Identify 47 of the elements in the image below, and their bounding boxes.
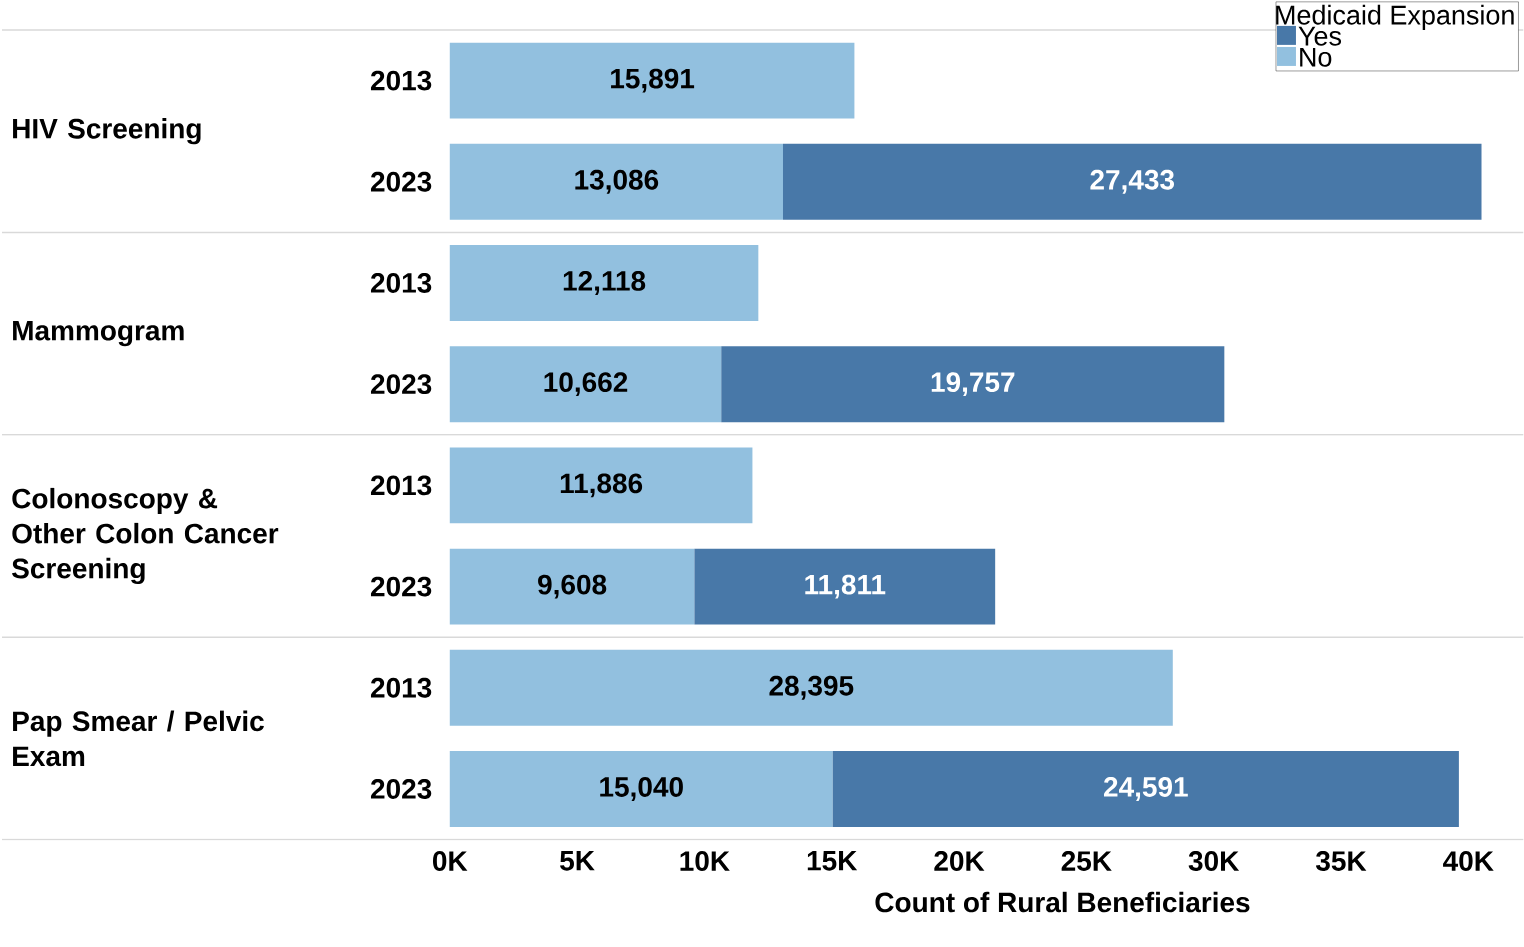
y-tick-label: 2013 bbox=[370, 70, 432, 91]
y-tick-label: 2023 bbox=[370, 576, 432, 597]
y-tick-label: 2023 bbox=[370, 172, 432, 192]
data-label: 19,757 bbox=[931, 372, 1015, 397]
bar bbox=[449, 751, 833, 828]
data-label: 13,086 bbox=[575, 170, 659, 194]
bar bbox=[449, 548, 695, 625]
data-label: 15,040 bbox=[600, 777, 683, 802]
x-tick-label: 10K bbox=[680, 851, 730, 872]
x-tick-label: 40K bbox=[1443, 851, 1494, 872]
y-tick-label: 2013 bbox=[370, 273, 432, 294]
x-tick-label: 20K bbox=[934, 851, 985, 872]
x-tick-label: 25K bbox=[1061, 851, 1112, 872]
x-tick-label: 5K bbox=[560, 851, 595, 871]
text: HIV Screening bbox=[13, 118, 201, 145]
data-label: 15,891 bbox=[611, 68, 695, 93]
x-tick-label: 35K bbox=[1315, 851, 1367, 872]
data-label: 9,608 bbox=[538, 574, 607, 599]
y-tick-label: 2013 bbox=[370, 475, 432, 496]
text: Mammogram bbox=[13, 321, 184, 347]
bar bbox=[449, 144, 783, 220]
data-label: 27,433 bbox=[1090, 170, 1175, 194]
text: Colonoscopy & Other Colon Cancer Screening bbox=[12, 488, 279, 585]
data-label: 28,395 bbox=[769, 676, 854, 700]
x-axis-title: Count of Rural Beneficiaries bbox=[875, 892, 1250, 913]
y-tick-label: 2013 bbox=[370, 678, 432, 698]
legend-label: No bbox=[1300, 48, 1332, 67]
x-tick-label: 15K bbox=[807, 851, 858, 871]
x-tick-label: 30K bbox=[1188, 851, 1240, 872]
text: Pap Smear / Pelvic Exam bbox=[13, 710, 264, 767]
bar bbox=[782, 144, 1482, 220]
bar bbox=[832, 751, 1459, 828]
bar bbox=[449, 245, 759, 322]
bar bbox=[449, 650, 1173, 726]
y-tick-label: 2023 bbox=[370, 374, 432, 395]
bar bbox=[721, 346, 1225, 423]
bar bbox=[694, 548, 996, 625]
bar bbox=[449, 447, 753, 524]
y-tick-label: 2023 bbox=[370, 779, 432, 800]
data-label: 12,118 bbox=[563, 271, 646, 296]
data-label: 11,811 bbox=[805, 574, 886, 599]
bar bbox=[449, 42, 855, 119]
bar bbox=[449, 346, 722, 423]
x-tick-label: 0K bbox=[433, 851, 468, 872]
data-label: 24,591 bbox=[1103, 777, 1188, 802]
data-label: 10,662 bbox=[544, 372, 628, 397]
data-label: 11,886 bbox=[560, 473, 643, 498]
